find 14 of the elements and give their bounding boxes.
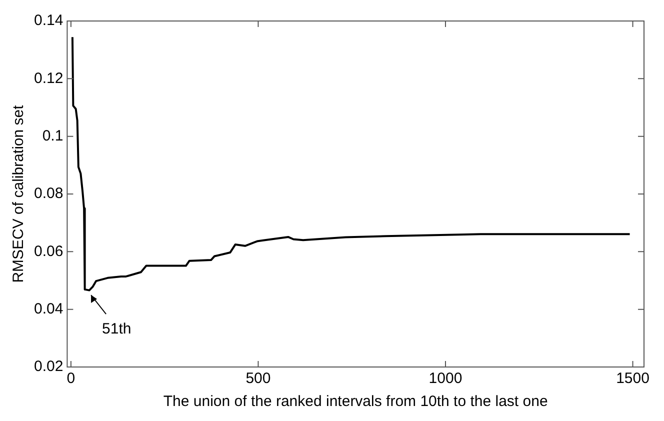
y-tick-label: 0.14	[34, 12, 64, 30]
x-tick-label: 1500	[616, 370, 650, 388]
y-tick-label: 0.08	[34, 185, 64, 202]
y-tick-label: 0.04	[34, 300, 64, 318]
x-tick-label: 0	[66, 370, 76, 388]
annotation: 51th	[102, 320, 132, 338]
x-axis-title: The union of the ranked intervals from 10th to the last one	[163, 393, 548, 410]
x-tick-label: 1000	[428, 370, 462, 388]
y-tick-label: 0.1	[42, 127, 64, 144]
y-tick-label: 0.06	[34, 242, 64, 260]
y-tick-label: 0.02	[34, 358, 64, 376]
y-axis-title: RMSECV of calibration set	[10, 104, 28, 283]
y-tick-label: 0.12	[34, 70, 64, 87]
x-tick-label: 500	[246, 370, 271, 388]
